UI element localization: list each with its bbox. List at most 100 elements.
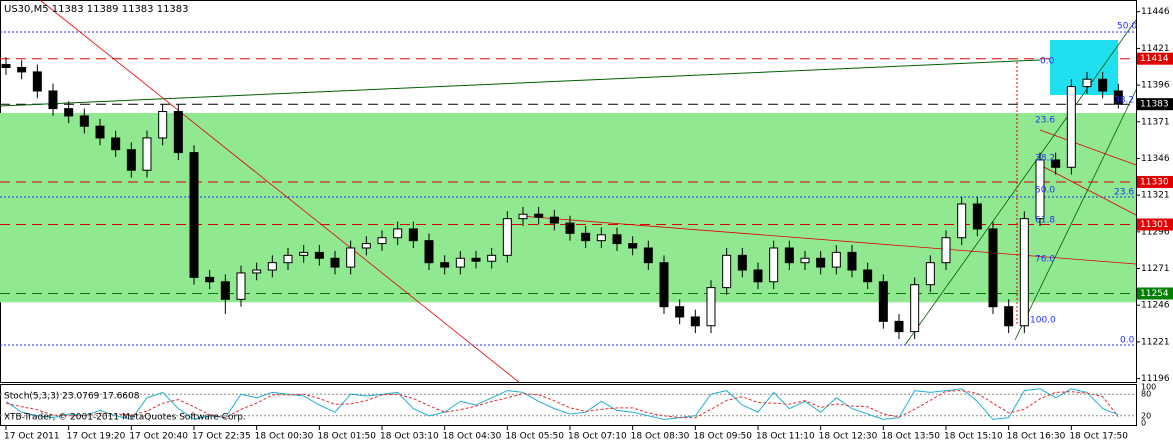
candle-body bbox=[769, 247, 779, 283]
fib-label: 50.0 bbox=[1035, 186, 1055, 196]
candle-body bbox=[252, 269, 262, 274]
candle-body bbox=[690, 316, 700, 327]
fib-label: 38.2 bbox=[1114, 96, 1134, 106]
x-tick-label: 18 Oct 08:30 bbox=[631, 432, 690, 442]
candle-body bbox=[314, 251, 324, 259]
candle-body bbox=[988, 228, 998, 308]
candle-body bbox=[1066, 86, 1076, 168]
candle-body bbox=[95, 125, 105, 139]
candle-body bbox=[518, 213, 528, 220]
x-tick-label: 18 Oct 03:10 bbox=[380, 432, 439, 442]
stoch-d bbox=[5, 390, 1119, 419]
candle-body bbox=[502, 218, 512, 256]
stoch-layer bbox=[0, 388, 1136, 420]
zone-layer bbox=[0, 112, 1136, 303]
candle-body bbox=[220, 281, 230, 300]
candle-body bbox=[1098, 78, 1108, 92]
candle-body bbox=[628, 243, 638, 249]
candle-body bbox=[32, 71, 42, 92]
candle-body bbox=[659, 262, 669, 308]
y-tick-label: 11396 bbox=[1141, 81, 1170, 91]
candle-body bbox=[722, 254, 732, 289]
x-tick-label: 18 Oct 05:50 bbox=[505, 432, 564, 442]
x-tick-label: 17 Oct 22:35 bbox=[192, 432, 251, 442]
x-tick-label: 18 Oct 07:10 bbox=[568, 432, 627, 442]
trend-line bbox=[519, 215, 1137, 265]
x-tick-label: 18 Oct 01:50 bbox=[317, 432, 376, 442]
candle-body bbox=[910, 284, 920, 333]
candle-body bbox=[330, 257, 340, 268]
trend-line bbox=[0, 59, 1041, 107]
stoch-tick-label: 100 bbox=[1141, 383, 1156, 392]
stoch-panel bbox=[0, 384, 1137, 426]
candle-body bbox=[1113, 90, 1123, 105]
x-tick-label: 18 Oct 16:30 bbox=[1007, 432, 1066, 442]
candle-body bbox=[236, 272, 246, 300]
candle-body bbox=[753, 269, 763, 283]
candle-body bbox=[941, 237, 951, 264]
candle-body bbox=[1035, 159, 1045, 220]
candle-body bbox=[79, 115, 89, 127]
level-label: 11383 bbox=[1140, 100, 1169, 110]
candle-body bbox=[299, 251, 309, 256]
chart-title: US30,M5 11383 11389 11383 11383 bbox=[4, 4, 189, 15]
candle-body bbox=[643, 247, 653, 264]
candle-body bbox=[361, 243, 371, 249]
candle-body bbox=[205, 276, 215, 283]
y-tick-label: 11221 bbox=[1141, 337, 1170, 347]
candle-body bbox=[158, 111, 168, 139]
stoch-title: Stoch(5,3,3) 23.0769 17.6608 bbox=[4, 392, 140, 402]
candle-body bbox=[737, 254, 747, 271]
candles-layer bbox=[1, 57, 1123, 339]
y-tick-label: 11321 bbox=[1141, 191, 1170, 201]
level-label: 11301 bbox=[1140, 220, 1169, 230]
candle-body bbox=[346, 247, 356, 268]
level-tag bbox=[1137, 175, 1173, 188]
candle-body bbox=[972, 203, 982, 230]
candle-body bbox=[581, 232, 591, 242]
stoch-tick-label: 80 bbox=[1141, 390, 1151, 399]
candle-body bbox=[393, 228, 403, 239]
candle-body bbox=[424, 240, 434, 264]
fib-label: 23.6 bbox=[1035, 116, 1055, 126]
x-tick-label: 18 Oct 15:10 bbox=[944, 432, 1003, 442]
fib-label: 50.0 bbox=[1117, 22, 1137, 32]
candle-body bbox=[957, 203, 967, 239]
fib-label: 0.0 bbox=[1040, 57, 1055, 67]
level-label: 11414 bbox=[1140, 54, 1169, 64]
trend-line bbox=[1014, 89, 1137, 341]
fib-label: 23.6 bbox=[1114, 188, 1134, 198]
candle-body bbox=[1, 64, 11, 69]
trend-line bbox=[39, 0, 521, 384]
fib-label: 0.0 bbox=[1120, 336, 1135, 346]
drawings bbox=[0, 0, 1137, 384]
candle-body bbox=[1004, 306, 1014, 327]
candle-body bbox=[800, 257, 810, 264]
candle-body bbox=[189, 152, 199, 278]
candle-body bbox=[455, 257, 465, 268]
x-tick-label: 18 Oct 00:30 bbox=[255, 432, 314, 442]
copyright: XTB-Trader, © 2001-2011 MetaQuotes Softw… bbox=[4, 413, 246, 423]
candle-body bbox=[377, 237, 387, 245]
level-tag bbox=[1137, 218, 1173, 231]
candle-body bbox=[1082, 78, 1092, 88]
x-tick-label: 18 Oct 17:50 bbox=[1069, 432, 1128, 442]
candle-body bbox=[471, 257, 481, 262]
x-tick-label: 18 Oct 11:10 bbox=[756, 432, 815, 442]
candle-body bbox=[706, 287, 716, 327]
level-tag bbox=[1137, 52, 1173, 65]
candle-body bbox=[111, 137, 121, 151]
trend-line bbox=[904, 19, 1137, 346]
x-tick-label: 17 Oct 19:20 bbox=[67, 432, 126, 442]
candle-body bbox=[831, 251, 841, 268]
fib-label: 38.2 bbox=[1035, 154, 1055, 164]
candle-body bbox=[64, 108, 74, 117]
candle-body bbox=[549, 216, 559, 224]
candle-body bbox=[1051, 159, 1061, 168]
candle-body bbox=[142, 137, 152, 171]
y-tick-label: 11196 bbox=[1141, 374, 1170, 384]
stoch-tick-label: 20 bbox=[1141, 411, 1151, 420]
x-tick-label: 17 Oct 2011 bbox=[4, 432, 60, 442]
fib-label: 100.0 bbox=[1030, 316, 1056, 326]
